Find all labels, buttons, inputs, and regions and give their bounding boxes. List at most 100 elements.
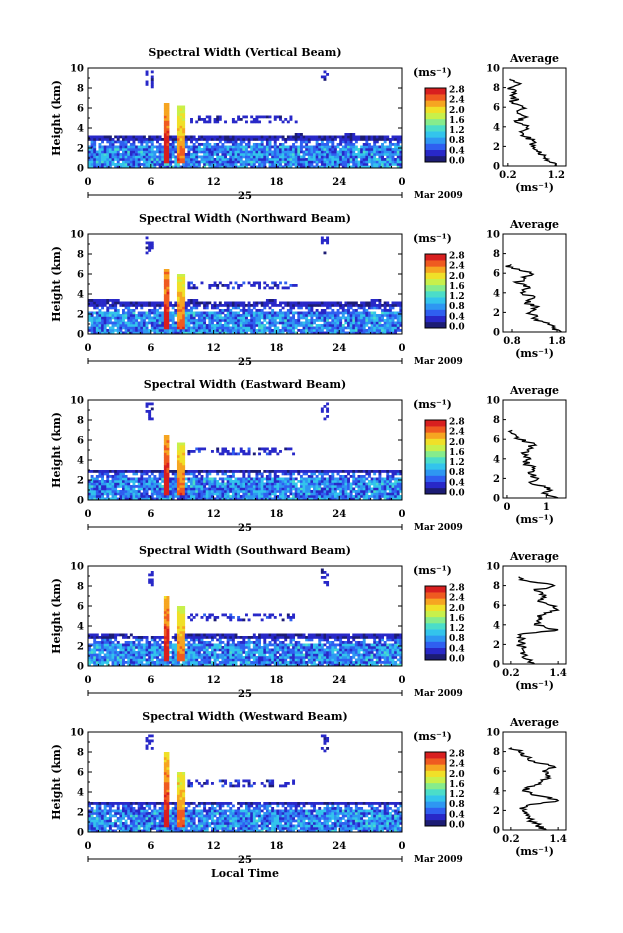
heatmap-cell — [140, 314, 143, 317]
heatmap-cell — [193, 136, 196, 139]
heatmap-cell — [93, 156, 96, 159]
heatmap-cell — [240, 156, 243, 159]
heatmap-cell — [117, 475, 120, 478]
x-tick-label: 24 — [332, 177, 346, 188]
heatmap-cell — [180, 289, 183, 292]
heatmap-cell — [261, 448, 264, 451]
heatmap-cell — [187, 138, 190, 141]
heatmap-cell — [350, 314, 353, 317]
heatmap-cell — [112, 654, 115, 657]
heatmap-cell — [255, 485, 258, 488]
heatmap-cell — [164, 468, 167, 471]
heatmap-cell — [386, 475, 389, 478]
heatmap-cell — [109, 475, 112, 478]
heatmap-cell — [355, 141, 358, 144]
heatmap-cell — [101, 304, 104, 307]
heatmap-cell — [151, 485, 154, 488]
heatmap-cell — [324, 76, 327, 79]
heatmap-cell — [305, 151, 308, 154]
heatmap-cell — [248, 478, 251, 481]
heatmap-cell — [386, 148, 389, 151]
heatmap-cell — [127, 151, 130, 154]
heatmap-cell — [190, 322, 193, 325]
heatmap-cell — [331, 304, 334, 307]
heatmap-cell — [261, 116, 264, 119]
heatmap-cell — [211, 450, 214, 453]
heatmap-cell — [303, 473, 306, 476]
heatmap-cell — [203, 138, 206, 141]
heatmap-cell — [193, 478, 196, 481]
heatmap-cell — [363, 470, 366, 473]
heatmap-cell — [240, 317, 243, 320]
heatmap-cell — [389, 329, 392, 332]
heatmap-cell — [394, 153, 397, 156]
heatmap-cell — [347, 161, 350, 164]
panel-title: Spectral Width (Eastward Beam) — [144, 378, 346, 391]
heatmap-cell — [334, 493, 337, 496]
heatmap-cell — [177, 322, 180, 325]
heatmap-cell — [242, 146, 245, 149]
heatmap-cell — [156, 163, 159, 166]
heatmap-cell — [295, 304, 298, 307]
heatmap-cell — [109, 138, 112, 141]
heatmap-cell — [164, 317, 167, 320]
heatmap-cell — [240, 319, 243, 322]
heatmap-cell — [93, 299, 96, 302]
heatmap-cell — [216, 490, 219, 493]
heatmap-cell — [98, 136, 101, 139]
heatmap-cell — [313, 322, 316, 325]
heatmap-cell — [190, 153, 193, 156]
heatmap-cell — [250, 116, 253, 119]
heatmap-cell — [114, 478, 117, 481]
heatmap-cell — [289, 284, 292, 287]
heatmap-cell — [321, 478, 324, 481]
heatmap-cell — [289, 161, 292, 164]
heatmap-cell — [255, 153, 258, 156]
heatmap-cell — [350, 490, 353, 493]
heatmap-cell — [389, 143, 392, 146]
heatmap-cell — [227, 475, 230, 478]
heatmap-cell — [329, 161, 332, 164]
heatmap-cell — [274, 304, 277, 307]
heatmap-cell — [266, 158, 269, 161]
heatmap-cell — [190, 158, 193, 161]
heatmap-cell — [198, 495, 201, 498]
heatmap-cell — [344, 153, 347, 156]
heatmap-cell — [161, 473, 164, 476]
heatmap-cell — [172, 151, 175, 154]
heatmap-cell — [224, 478, 227, 481]
heatmap-cell — [198, 319, 201, 322]
heatmap-cell — [318, 490, 321, 493]
heatmap-cell — [164, 455, 167, 458]
heatmap-cell — [112, 161, 115, 164]
heatmap-cell — [198, 156, 201, 159]
heatmap-cell — [308, 146, 311, 149]
heatmap-cell — [125, 656, 128, 659]
profile-y-tick-label: 4 — [493, 454, 500, 465]
heatmap-cell — [287, 312, 290, 315]
heatmap-cell — [169, 329, 172, 332]
heatmap-cell — [104, 156, 107, 159]
heatmap-cell — [389, 141, 392, 144]
heatmap-cell — [221, 490, 224, 493]
heatmap-cell — [122, 651, 125, 654]
heatmap-cell — [289, 153, 292, 156]
heatmap-cell — [235, 327, 238, 330]
heatmap-cell — [237, 490, 240, 493]
heatmap-cell — [193, 488, 196, 491]
heatmap-cell — [289, 146, 292, 149]
heatmap-cell — [127, 324, 130, 327]
colorbar-segment — [425, 150, 446, 156]
heatmap-cell — [143, 493, 146, 496]
heatmap-cell — [164, 123, 167, 126]
heatmap-cell — [310, 490, 313, 493]
heatmap-cell — [130, 302, 133, 305]
heatmap-cell — [276, 317, 279, 320]
heatmap-cell — [355, 158, 358, 161]
heatmap-cell — [355, 329, 358, 332]
heatmap-cell — [138, 163, 141, 166]
heatmap-cell — [297, 138, 300, 141]
heatmap-cell — [125, 651, 128, 654]
heatmap-cell — [164, 282, 167, 285]
heatmap-cell — [114, 475, 117, 478]
